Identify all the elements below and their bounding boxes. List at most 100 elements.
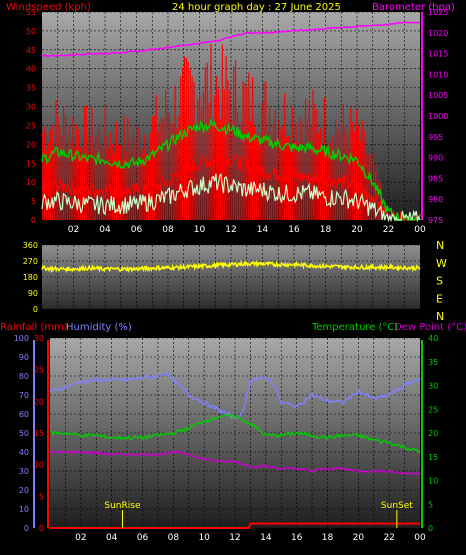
y-tick-label: 30 bbox=[34, 334, 44, 343]
x-tick-label: 20 bbox=[351, 225, 363, 235]
sun-annotations: SunRise SunSet bbox=[104, 501, 413, 528]
y-tick-label: 5 bbox=[31, 197, 36, 206]
y-tick-label: 60 bbox=[19, 410, 29, 419]
y-tick-label: 995 bbox=[428, 133, 443, 142]
y-tick-label: 1010 bbox=[428, 70, 448, 79]
y-tick-label: 25 bbox=[428, 405, 438, 414]
x-tick-label: 16 bbox=[288, 225, 300, 235]
rain-axis-label: Rainfall (mm) bbox=[0, 322, 68, 333]
x-tick-label: 14 bbox=[257, 225, 269, 235]
series-dewpoint bbox=[49, 449, 421, 476]
y-tick-label: 1005 bbox=[428, 91, 448, 100]
x-tick-label: 10 bbox=[194, 225, 206, 235]
y-tick-label: 40 bbox=[428, 334, 438, 343]
series-wind-average bbox=[41, 153, 421, 221]
y-tick-label: 15 bbox=[34, 429, 44, 438]
series-wind-low bbox=[41, 172, 421, 223]
y-tick-label: 30 bbox=[26, 103, 36, 112]
y-tick-label: 15 bbox=[26, 159, 36, 168]
x-tick-label: 02 bbox=[68, 225, 79, 235]
series-humidity bbox=[49, 371, 421, 420]
y-tick-label: 10 bbox=[19, 505, 29, 514]
y-tick-label: 975 bbox=[428, 216, 443, 225]
x-tick-label: 12 bbox=[229, 533, 240, 543]
y-tick-label: 1015 bbox=[428, 50, 448, 59]
y-tick-label: 5 bbox=[39, 492, 44, 501]
x-tick-label: 18 bbox=[322, 533, 334, 543]
x-tick-label: 16 bbox=[291, 533, 303, 543]
y-tick-label: 0 bbox=[428, 524, 433, 533]
x-tick-label: 14 bbox=[260, 533, 272, 543]
wind-axis-label: Windspeed (kph) bbox=[6, 2, 91, 13]
y-tick-label: 270 bbox=[23, 257, 38, 266]
x-tick-label: 08 bbox=[162, 225, 174, 235]
y-tick-label: 1020 bbox=[428, 29, 448, 38]
x-tick-label: 06 bbox=[137, 533, 149, 543]
y-tick-label: 20 bbox=[34, 397, 44, 406]
x-tick-label: 02 bbox=[75, 533, 86, 543]
y-tick-label: 35 bbox=[26, 84, 36, 93]
y-tick-label: 20 bbox=[428, 429, 438, 438]
x-tick-label: 04 bbox=[99, 225, 111, 235]
y-tick-label: 40 bbox=[19, 448, 29, 457]
y-tick-label: 0 bbox=[39, 524, 44, 533]
y-tick-label: 35 bbox=[428, 358, 438, 367]
y-tick-label: 0 bbox=[24, 524, 29, 533]
series-rainfall bbox=[50, 522, 420, 529]
y-tick-label: 180 bbox=[23, 273, 38, 282]
y-tick-label: 990 bbox=[428, 154, 443, 163]
y-tick-label: 10 bbox=[428, 477, 438, 486]
y-tick-label: 20 bbox=[19, 486, 29, 495]
y-tick-label: 50 bbox=[26, 27, 36, 36]
y-tick-label: 70 bbox=[19, 391, 29, 400]
y-tick-label: 100 bbox=[14, 334, 29, 343]
y-tick-label: 360 bbox=[23, 241, 38, 250]
y-tick-label: 90 bbox=[19, 353, 29, 362]
dewpoint-axis-label: Dew Point (°C) bbox=[394, 322, 466, 333]
y-tick-label: 0 bbox=[33, 305, 38, 314]
direction-grid bbox=[42, 244, 420, 310]
humidity-axis-label: Humidity (%) bbox=[66, 322, 132, 333]
y-tick-label: 1000 bbox=[428, 112, 448, 121]
x-tick-label: 10 bbox=[198, 533, 210, 543]
compass-label: N bbox=[436, 310, 444, 323]
y-tick-label: 30 bbox=[428, 382, 438, 391]
series-wind-direction bbox=[41, 259, 421, 274]
x-tick-label: 22 bbox=[383, 533, 394, 543]
x-tick-label: 00 bbox=[414, 533, 426, 543]
x-tick-label: 12 bbox=[225, 225, 236, 235]
x-tick-label: 04 bbox=[106, 533, 118, 543]
y-tick-label: 5 bbox=[428, 500, 433, 509]
y-tick-label: 50 bbox=[19, 429, 29, 438]
y-tick-label: 20 bbox=[26, 140, 36, 149]
temp-axis-label: Temperature (°C) bbox=[311, 322, 398, 333]
compass-label: N bbox=[436, 239, 444, 252]
y-tick-label: 55 bbox=[26, 8, 36, 17]
y-tick-label: 10 bbox=[26, 178, 36, 187]
x-tick-label: 08 bbox=[168, 533, 180, 543]
series-temperature bbox=[49, 413, 421, 454]
y-tick-label: 980 bbox=[428, 195, 443, 204]
y-tick-label: 25 bbox=[34, 366, 44, 375]
x-tick-label: 18 bbox=[320, 225, 332, 235]
compass-label: S bbox=[436, 275, 443, 288]
y-tick-label: 90 bbox=[28, 289, 38, 298]
sun-label: SunSet bbox=[381, 501, 413, 511]
y-tick-label: 80 bbox=[19, 372, 29, 381]
compass-label: W bbox=[436, 257, 447, 270]
y-tick-label: 15 bbox=[428, 453, 438, 462]
page-title: 24 hour graph day : 27 June 2025 bbox=[172, 2, 341, 13]
sun-label: SunRise bbox=[104, 501, 141, 511]
x-tick-label: 00 bbox=[414, 225, 426, 235]
series-barometer bbox=[41, 21, 421, 58]
compass-label: E bbox=[436, 292, 443, 305]
y-tick-label: 30 bbox=[19, 467, 29, 476]
y-tick-label: 45 bbox=[26, 46, 36, 55]
y-tick-label: 40 bbox=[26, 65, 36, 74]
y-tick-label: 985 bbox=[428, 174, 443, 183]
y-tick-label: 0 bbox=[31, 216, 36, 225]
series-wind-gust bbox=[41, 118, 421, 222]
x-tick-label: 06 bbox=[131, 225, 143, 235]
